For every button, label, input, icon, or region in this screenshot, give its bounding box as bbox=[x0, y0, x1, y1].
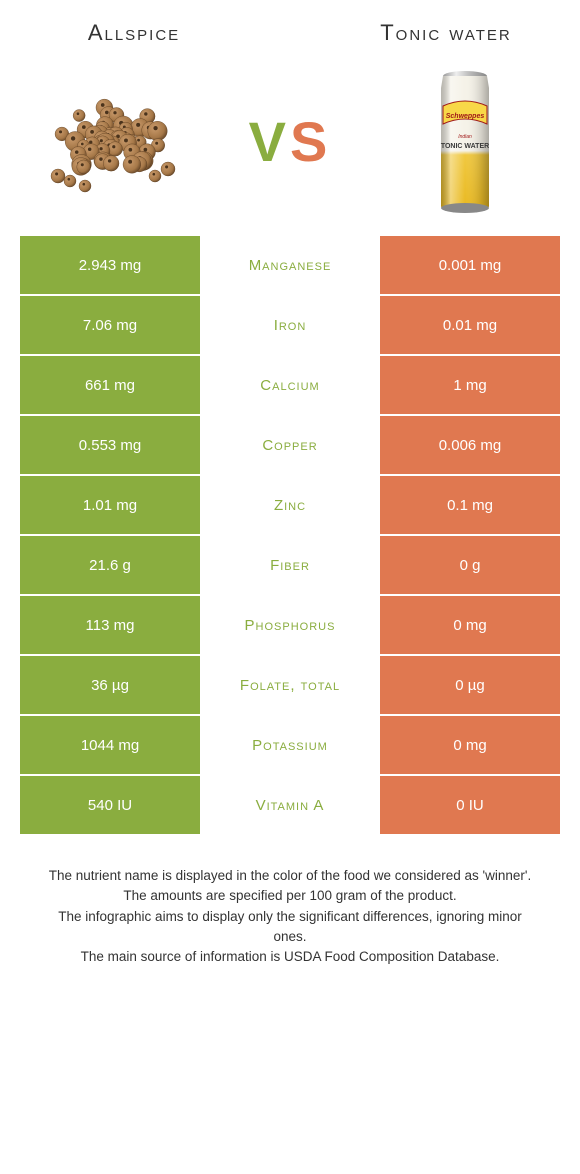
cell-right-value: 0 mg bbox=[380, 716, 560, 774]
titles-row: Allspice Tonic water bbox=[0, 0, 580, 56]
table-row: 661 mgCalcium1 mg bbox=[20, 356, 560, 414]
tonic-icon: Schweppes Indian TONIC WATER bbox=[425, 66, 505, 216]
cell-right-value: 0.1 mg bbox=[380, 476, 560, 534]
footer-line-2: The amounts are specified per 100 gram o… bbox=[40, 886, 540, 906]
cell-nutrient-name: Fiber bbox=[200, 536, 380, 594]
table-row: 1.01 mgZinc0.1 mg bbox=[20, 476, 560, 534]
cell-nutrient-name: Zinc bbox=[200, 476, 380, 534]
cell-nutrient-name: Copper bbox=[200, 416, 380, 474]
title-left: Allspice bbox=[30, 20, 238, 46]
vs-v: V bbox=[249, 110, 290, 173]
cell-right-value: 0 IU bbox=[380, 776, 560, 834]
table-row: 21.6 gFiber0 g bbox=[20, 536, 560, 594]
cell-right-value: 0 mg bbox=[380, 596, 560, 654]
tonic-image: Schweppes Indian TONIC WATER bbox=[390, 66, 540, 216]
cell-right-value: 0.01 mg bbox=[380, 296, 560, 354]
cell-nutrient-name: Iron bbox=[200, 296, 380, 354]
vs-s: S bbox=[290, 110, 331, 173]
cell-left-value: 2.943 mg bbox=[20, 236, 200, 294]
allspice-image bbox=[40, 66, 190, 216]
cell-right-value: 0.006 mg bbox=[380, 416, 560, 474]
cell-nutrient-name: Manganese bbox=[200, 236, 380, 294]
cell-left-value: 7.06 mg bbox=[20, 296, 200, 354]
table-row: 0.553 mgCopper0.006 mg bbox=[20, 416, 560, 474]
cell-right-value: 1 mg bbox=[380, 356, 560, 414]
cell-left-value: 1044 mg bbox=[20, 716, 200, 774]
cell-left-value: 661 mg bbox=[20, 356, 200, 414]
cell-left-value: 21.6 g bbox=[20, 536, 200, 594]
cell-nutrient-name: Folate, total bbox=[200, 656, 380, 714]
footer-line-1: The nutrient name is displayed in the co… bbox=[40, 866, 540, 886]
cell-left-value: 113 mg bbox=[20, 596, 200, 654]
images-row: VS bbox=[0, 56, 580, 236]
cell-right-value: 0.001 mg bbox=[380, 236, 560, 294]
svg-text:Schweppes: Schweppes bbox=[446, 113, 485, 120]
cell-nutrient-name: Calcium bbox=[200, 356, 380, 414]
table-row: 113 mgPhosphorus0 mg bbox=[20, 596, 560, 654]
table-row: 540 IUVitamin A0 IU bbox=[20, 776, 560, 834]
cell-left-value: 1.01 mg bbox=[20, 476, 200, 534]
cell-left-value: 36 µg bbox=[20, 656, 200, 714]
cell-right-value: 0 µg bbox=[380, 656, 560, 714]
cell-left-value: 0.553 mg bbox=[20, 416, 200, 474]
allspice-icon bbox=[40, 81, 190, 201]
table-row: 1044 mgPotassium0 mg bbox=[20, 716, 560, 774]
footer-notes: The nutrient name is displayed in the co… bbox=[0, 836, 580, 987]
cell-nutrient-name: Phosphorus bbox=[200, 596, 380, 654]
table-row: 7.06 mgIron0.01 mg bbox=[20, 296, 560, 354]
table-row: 2.943 mgManganese0.001 mg bbox=[20, 236, 560, 294]
cell-nutrient-name: Potassium bbox=[200, 716, 380, 774]
svg-text:TONIC WATER: TONIC WATER bbox=[441, 143, 489, 150]
footer-line-4: The main source of information is USDA F… bbox=[40, 947, 540, 967]
table-row: 36 µgFolate, total0 µg bbox=[20, 656, 560, 714]
title-right: Tonic water bbox=[342, 20, 550, 46]
footer-line-3: The infographic aims to display only the… bbox=[40, 907, 540, 948]
svg-text:Indian: Indian bbox=[458, 134, 472, 140]
cell-right-value: 0 g bbox=[380, 536, 560, 594]
vs-label: VS bbox=[249, 109, 332, 174]
comparison-table: 2.943 mgManganese0.001 mg7.06 mgIron0.01… bbox=[0, 236, 580, 834]
cell-nutrient-name: Vitamin A bbox=[200, 776, 380, 834]
cell-left-value: 540 IU bbox=[20, 776, 200, 834]
